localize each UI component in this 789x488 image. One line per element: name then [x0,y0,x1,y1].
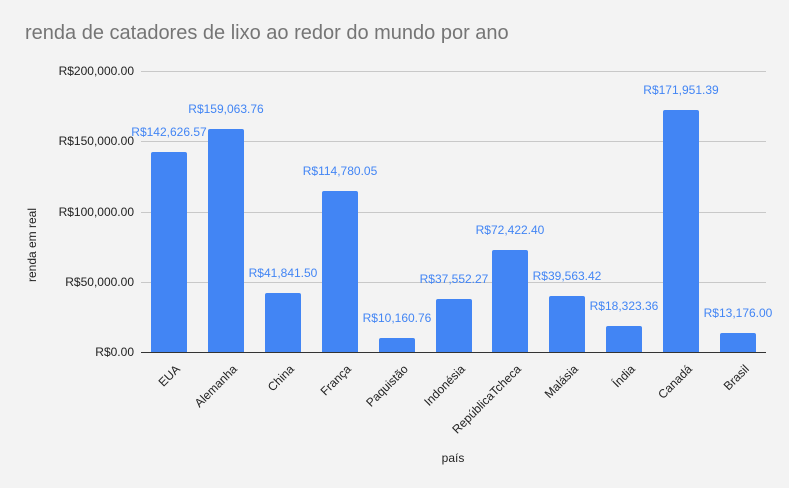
gridline [141,282,766,283]
y-axis-label: renda em real [25,207,39,283]
gridline [141,71,766,72]
y-tick-label: R$100,000.00 [58,205,134,219]
x-tick-label: EUA [155,362,183,390]
bar-Canadá[interactable] [663,110,699,352]
x-tick-label: China [264,362,297,395]
y-tick-label: R$200,000.00 [58,64,134,78]
data-label: R$41,841.50 [248,266,318,280]
bar-Brasil[interactable] [720,333,756,352]
bar-Indonésia[interactable] [436,299,472,352]
bar-China[interactable] [265,293,301,352]
x-tick-label: Alemanha [191,362,240,411]
x-axis-baseline [141,352,766,353]
x-tick-label: Canadá [655,362,695,402]
data-label: R$39,563.42 [532,269,602,283]
data-label: R$142,626.57 [131,125,207,139]
data-label: R$72,422.40 [475,223,545,237]
gridline [141,212,766,213]
y-tick-label: R$150,000.00 [58,134,134,148]
data-label: R$13,176.00 [703,306,773,320]
y-tick-label: R$50,000.00 [65,275,134,289]
x-tick-label: Paquistão [363,362,411,410]
chart-title: renda de catadores de lixo ao redor do m… [25,22,509,44]
bar-Paquistão[interactable] [379,338,415,352]
x-tick-label: França [317,362,354,399]
bar-EUA[interactable] [151,152,187,352]
x-tick-label: Brasil [720,362,752,394]
x-tick-label: Indonésia [421,362,468,409]
bar-Índia[interactable] [606,326,642,352]
x-tick-label: Malásia [541,362,581,402]
gridline [141,141,766,142]
data-label: R$18,323.36 [589,299,659,313]
data-label: R$159,063.76 [188,102,264,116]
bar-Malásia[interactable] [549,296,585,352]
x-axis-label: país [441,451,465,465]
y-tick-label: R$0.00 [95,345,134,359]
data-label: R$10,160.76 [362,311,432,325]
bar-RepúblicaTcheca[interactable] [492,250,528,352]
x-tick-label: Índia [609,362,638,391]
bar-Alemanha[interactable] [208,129,244,352]
data-label: R$114,780.05 [302,164,378,178]
data-label: R$37,552.27 [419,272,489,286]
data-label: R$171,951.39 [643,83,719,97]
bar-França[interactable] [322,191,358,352]
